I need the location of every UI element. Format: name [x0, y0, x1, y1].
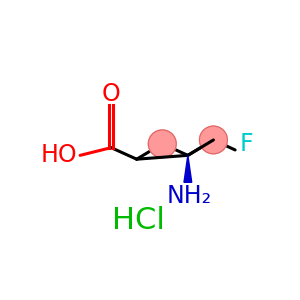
Text: HO: HO [41, 143, 77, 167]
Text: HCl: HCl [112, 206, 165, 235]
Circle shape [148, 130, 176, 158]
Text: O: O [102, 82, 121, 106]
Circle shape [200, 126, 227, 154]
Polygon shape [184, 155, 192, 182]
Text: F: F [240, 132, 253, 156]
Text: NH₂: NH₂ [167, 184, 212, 208]
